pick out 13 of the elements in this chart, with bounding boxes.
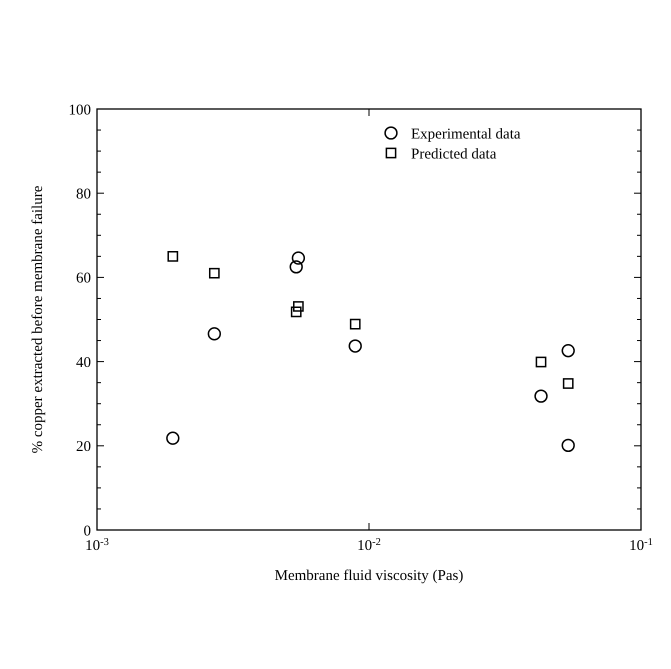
- x-tick-label: 10$^{-2}$: [357, 536, 381, 554]
- x-tick-label: 10$^{-1}$: [629, 536, 653, 554]
- y-tick-label: 0: [84, 523, 91, 540]
- legend-label: Experimental data: [411, 126, 521, 142]
- y-axis-title: % copper extracted before membrane failure: [30, 185, 46, 454]
- x-axis-title: Membrane fluid viscosity (Pas): [274, 568, 464, 584]
- legend-label: Predicted data: [411, 146, 497, 162]
- y-tick-label: 60: [76, 270, 91, 287]
- x-tick-label: 10$^{-3}$: [85, 536, 109, 554]
- y-tick-label: 40: [76, 354, 91, 371]
- y-tick-label: 20: [76, 439, 91, 456]
- y-tick-label: 100: [68, 102, 91, 118]
- y-tick-label: 80: [76, 186, 91, 202]
